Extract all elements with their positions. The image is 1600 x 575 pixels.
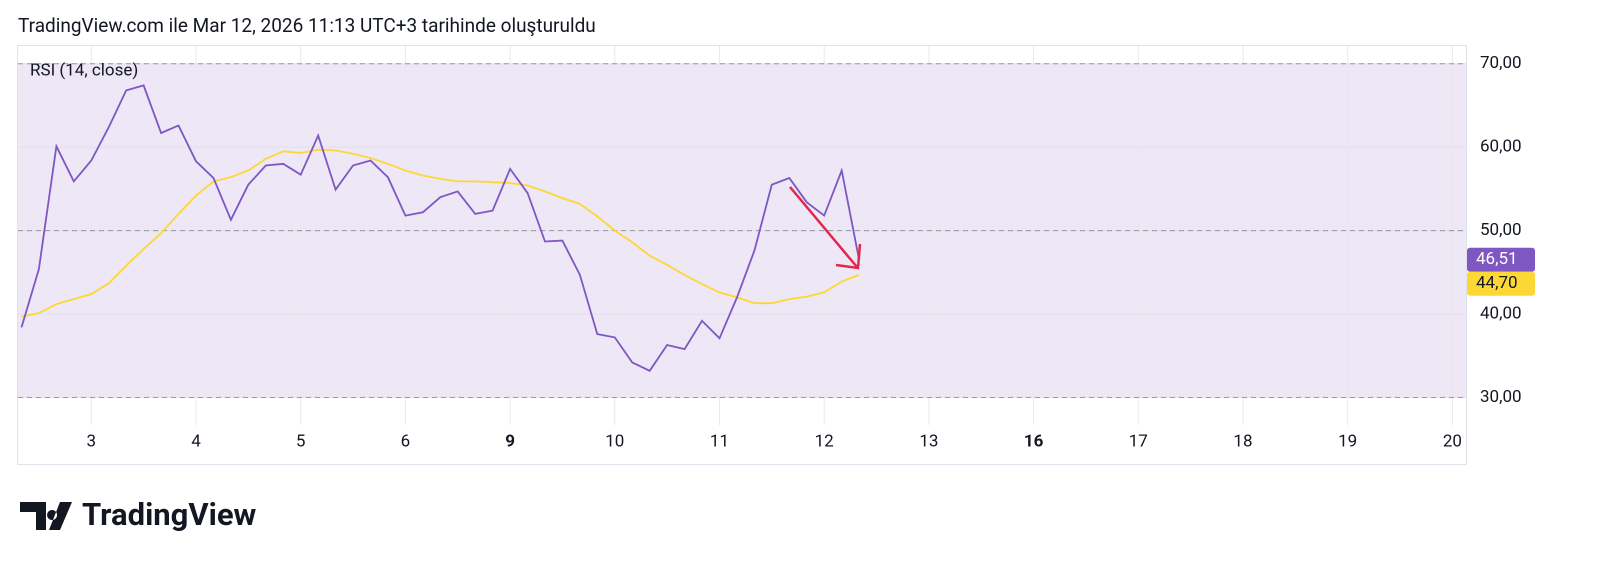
last-value-box <box>1467 247 1535 272</box>
logo-text: TradingView <box>82 496 257 533</box>
annotation-arrowhead <box>835 243 862 270</box>
y-tick-label: 70,00 <box>1480 53 1522 73</box>
last-value-label: 44,70 <box>1476 273 1518 293</box>
last-value-label: 46,51 <box>1476 249 1518 269</box>
series-layer <box>20 84 860 372</box>
x-tick-label: 16 <box>1024 431 1044 451</box>
y-tick-label: 50,00 <box>1480 220 1522 240</box>
y-tick-label: 40,00 <box>1480 304 1522 324</box>
x-tick-label: 13 <box>919 431 938 451</box>
x-tick-label: 12 <box>815 431 834 451</box>
x-tick-label: 9 <box>505 431 515 451</box>
header: TradingView.com ile Mar 12, 2026 11:13 U… <box>18 14 596 37</box>
y-tick-label: 30,00 <box>1480 387 1522 407</box>
last-value-box <box>1467 271 1535 296</box>
logo-mark <box>20 502 72 530</box>
x-tick-label: 19 <box>1338 431 1357 451</box>
grid-layer <box>18 45 1466 425</box>
series-line <box>20 84 860 372</box>
x-tick-label: 17 <box>1129 431 1148 451</box>
x-tick-label: 20 <box>1443 431 1462 451</box>
y-tick-label: 60,00 <box>1480 137 1522 157</box>
indicator-title: RSI (14, close) <box>30 60 138 80</box>
x-tick-label: 18 <box>1233 431 1252 451</box>
x-tick-label: 4 <box>191 431 201 451</box>
x-tick-label: 11 <box>710 431 729 451</box>
chart-frame <box>17 45 1467 465</box>
logo: TradingView <box>20 496 257 533</box>
annotation-arrow <box>789 186 858 268</box>
x-tick-label: 3 <box>87 431 97 451</box>
series-line <box>21 148 860 318</box>
x-tick-label: 6 <box>401 431 411 451</box>
x-tick-label: 5 <box>296 431 306 451</box>
x-tick-label: 10 <box>605 431 624 451</box>
